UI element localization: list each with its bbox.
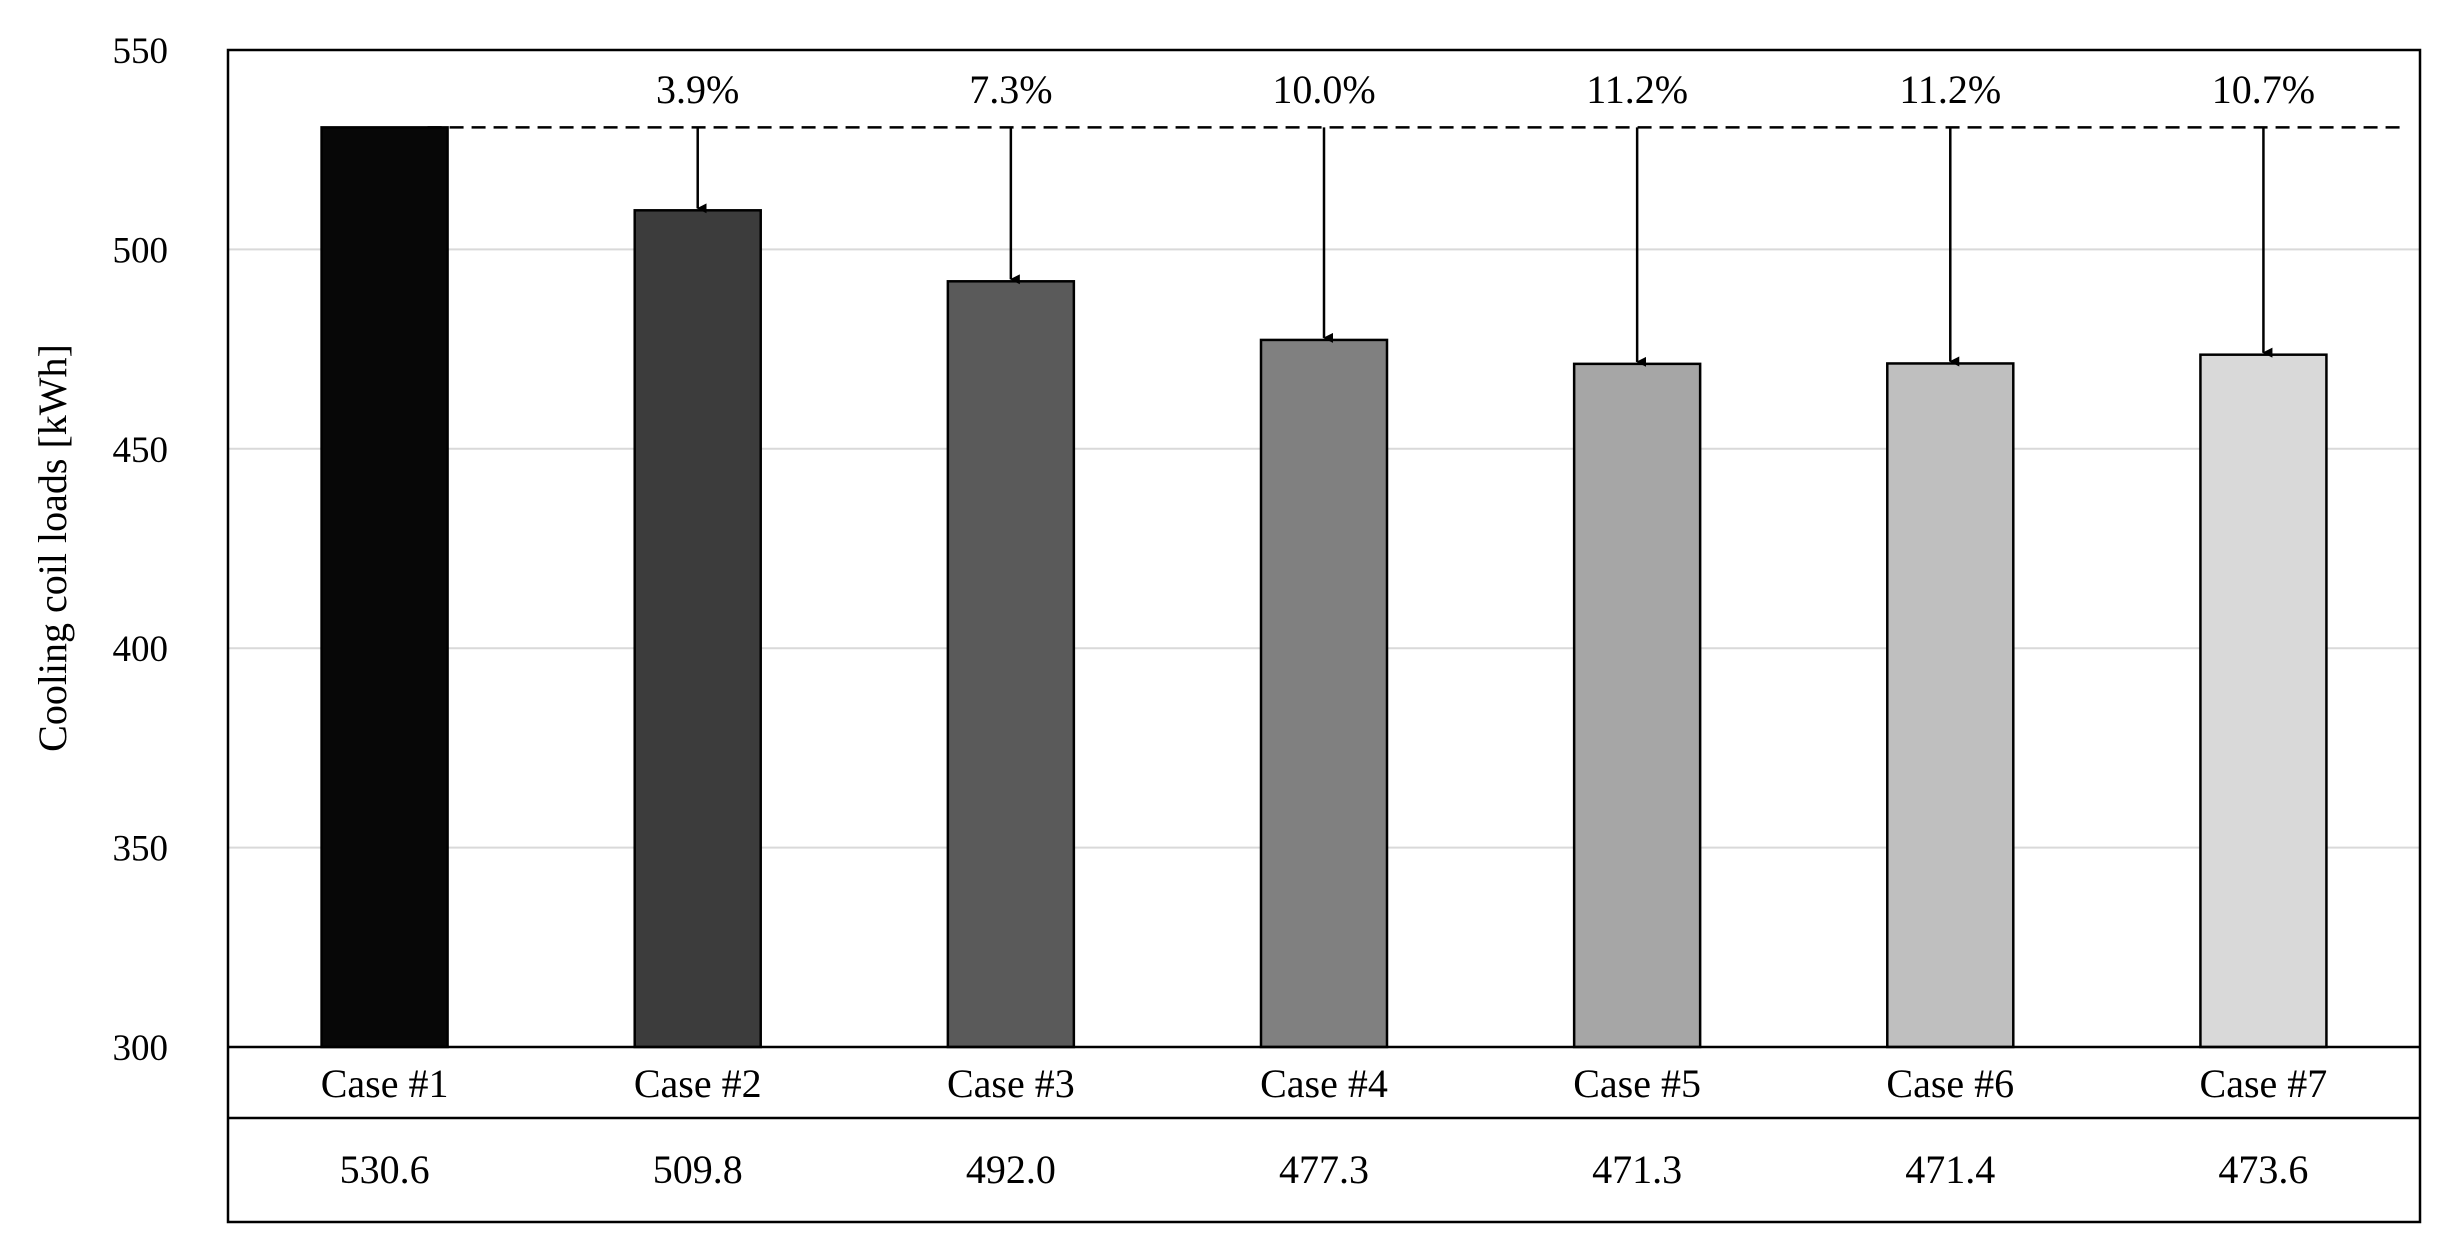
y-tick-label: 350 bbox=[113, 829, 169, 870]
y-axis: 300 350 400 450 500 550 bbox=[113, 31, 169, 1069]
bars bbox=[320, 126, 2328, 1049]
value-label: 473.6 bbox=[2218, 1147, 2308, 1192]
category-label: Case #2 bbox=[634, 1061, 762, 1106]
y-tick-label: 450 bbox=[113, 430, 169, 471]
reduction-label: 10.0% bbox=[1272, 67, 1375, 112]
value-label: 509.8 bbox=[653, 1147, 743, 1192]
y-tick-label: 300 bbox=[113, 1028, 169, 1069]
category-label: Case #7 bbox=[2200, 1061, 2328, 1106]
reduction-label: 11.2% bbox=[1586, 67, 1688, 112]
value-label: 471.4 bbox=[1905, 1147, 1995, 1192]
bar bbox=[320, 126, 449, 1049]
y-tick-label: 500 bbox=[113, 230, 169, 271]
y-tick-label: 400 bbox=[113, 629, 169, 670]
category-label: Case #1 bbox=[321, 1061, 449, 1106]
reduction-label: 11.2% bbox=[1899, 67, 2001, 112]
value-label: 492.0 bbox=[966, 1147, 1056, 1192]
category-label: Case #6 bbox=[1886, 1061, 2014, 1106]
data-table: Case #1 Case #2 Case #3 Case #4 Case #5 Case … bbox=[321, 1061, 2328, 1192]
plot-frame bbox=[226, 48, 2422, 1224]
bar bbox=[2199, 353, 2328, 1049]
y-tick-label: 550 bbox=[113, 31, 169, 72]
reduction-label: 3.9% bbox=[656, 67, 739, 112]
bar bbox=[946, 280, 1076, 1049]
reduction-label: 7.3% bbox=[969, 67, 1052, 112]
y-axis-title: Cooling coil loads [kWh] bbox=[30, 344, 75, 752]
category-label: Case #5 bbox=[1573, 1061, 1701, 1106]
bar bbox=[1886, 362, 2015, 1049]
reduction-annotations: 3.9% 7.3% 10.0% 11.2% 11.2% 10.7% bbox=[427, 67, 2404, 367]
value-label: 471.3 bbox=[1592, 1147, 1682, 1192]
category-label: Case #4 bbox=[1260, 1061, 1388, 1106]
reduction-label: 10.7% bbox=[2212, 67, 2315, 112]
bar bbox=[1572, 362, 1702, 1049]
category-label: Case #3 bbox=[947, 1061, 1075, 1106]
bar bbox=[633, 209, 762, 1049]
value-label: 477.3 bbox=[1279, 1147, 1369, 1192]
value-label: 530.6 bbox=[340, 1147, 430, 1192]
bar bbox=[1259, 338, 1389, 1049]
chart-border bbox=[226, 48, 2422, 1224]
